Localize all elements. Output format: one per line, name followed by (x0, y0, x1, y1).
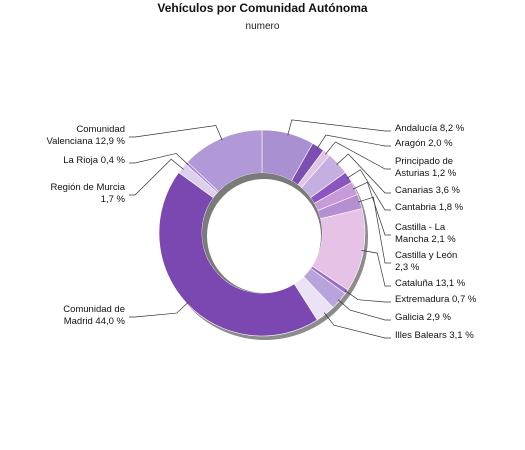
chart-title: Vehículos por Comunidad Autónoma (157, 1, 368, 15)
leader-line (129, 301, 189, 318)
slice-label-line: 2,3 % (395, 262, 420, 273)
slice-label-line: Asturias 1,2 % (395, 168, 457, 179)
leader-line (325, 141, 391, 170)
donut-hole (207, 179, 321, 293)
slice-label-line: 1,7 % (101, 194, 126, 205)
slice-label: Andalucía 8,2 % (395, 123, 465, 134)
leader-line (336, 153, 391, 194)
slice-label-line: Aragón 2,0 % (395, 138, 453, 149)
slice-label: Castilla y León 2,3 % (395, 250, 457, 273)
slice-label-line: Andalucía 8,2 % (395, 123, 465, 134)
slice-label-line: Región de Murcia (51, 182, 126, 193)
leader-line (323, 312, 391, 339)
slice-label-line: Canarias 3,6 % (395, 185, 461, 196)
slice-label: La Rioja 0,4 % (63, 155, 125, 166)
chart-subtitle: numero (245, 21, 280, 32)
slice-label-line: Castilla - La (395, 222, 446, 233)
slice-label: Extremadura 0,7 % (395, 294, 477, 305)
slice-label-line: La Rioja 0,4 % (63, 155, 125, 166)
leader-line (129, 125, 223, 141)
slice-label-line: Comunidad de (63, 304, 125, 315)
leader-line (352, 181, 391, 236)
leader-line (346, 169, 391, 211)
leader-line (287, 119, 391, 136)
leader-line (337, 299, 391, 321)
leader-line (361, 250, 391, 287)
slice-label: Illes Balears 3,1 % (395, 330, 474, 341)
slice-label: Aragón 2,0 % (395, 138, 453, 149)
slice-label: Principado de Asturias 1,2 % (395, 156, 457, 179)
slice-label-line: Galicia 2,9 % (395, 312, 452, 323)
leader-line (344, 290, 391, 303)
slice-label-line: Mancha 2,1 % (395, 234, 456, 245)
slice-comunidad-de-madrid (158, 172, 318, 337)
slice-label-line: Castilla y León (395, 250, 457, 261)
slice-label: Canarias 3,6 % (395, 185, 461, 196)
slice-label-line: Valenciana 12,9 % (46, 136, 125, 147)
leader-line (358, 196, 391, 264)
slice-label-line: Cataluña 13,1 % (395, 278, 466, 289)
slice-label-line: Illes Balears 3,1 % (395, 330, 474, 341)
slice-label: Región de Murcia 1,7 % (51, 182, 126, 205)
slice-label: Comunidad de Madrid 44,0 % (63, 304, 125, 327)
slice-label-line: Comunidad (76, 124, 125, 135)
slice-label: Comunidad Valenciana 12,9 % (46, 124, 125, 147)
slice-label-line: Principado de (395, 156, 453, 167)
slice-label: Castilla - La Mancha 2,1 % (395, 222, 456, 245)
slice-label: Cantabria 1,8 % (395, 202, 464, 213)
leader-line (129, 158, 184, 196)
slice-label-line: Cantabria 1,8 % (395, 202, 464, 213)
slice-label-line: Madrid 44,0 % (64, 316, 126, 327)
slice-label: Galicia 2,9 % (395, 312, 452, 323)
leader-line (129, 153, 189, 165)
leader-line (316, 134, 391, 149)
slice-label: Cataluña 13,1 % (395, 278, 466, 289)
slice-label-line: Extremadura 0,7 % (395, 294, 477, 305)
